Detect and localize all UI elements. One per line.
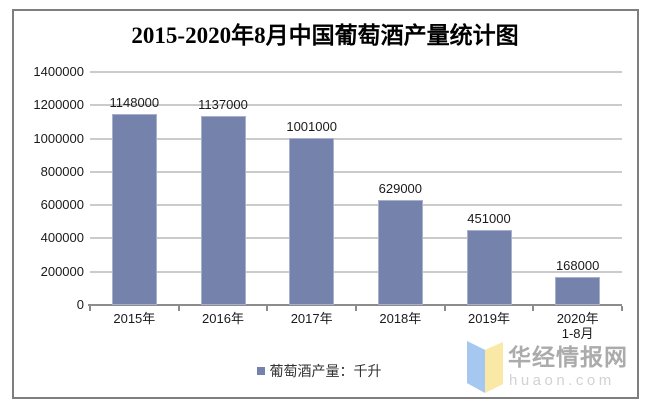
x-axis-tick xyxy=(621,306,623,311)
y-axis-label: 400000 xyxy=(40,230,84,246)
bar-2018年 xyxy=(377,200,423,305)
chart-title: 2015-2020年8月中国葡萄酒产量统计图 xyxy=(131,23,519,48)
x-axis-category-label: 2018年 xyxy=(379,311,422,326)
bar-value-label: 168000 xyxy=(555,258,600,274)
y-axis-label: 1400000 xyxy=(33,64,84,79)
y-axis-label: 1200000 xyxy=(33,97,84,113)
watermark-domain: huaon.com xyxy=(509,372,615,389)
gridline-800000 xyxy=(90,170,622,173)
y-axis-label: 0 xyxy=(76,297,84,312)
x-axis-tick xyxy=(89,306,91,311)
huaon-logo-icon xyxy=(467,341,503,393)
gridline-1000000 xyxy=(90,137,622,140)
y-axis-label: 1000000 xyxy=(33,130,84,146)
bar-2019年 xyxy=(466,229,512,305)
x-axis-category-label: 2017年 xyxy=(290,311,333,326)
gridline-1200000 xyxy=(90,104,622,107)
gridline-600000 xyxy=(90,204,622,207)
x-axis-tick xyxy=(177,306,180,311)
x-axis-category-label: 2020年 1-8月 xyxy=(556,311,599,341)
legend-marker-icon xyxy=(256,367,265,375)
logo-left-panel xyxy=(467,341,485,393)
bar-value-label: 1137000 xyxy=(198,96,248,112)
x-axis-tick xyxy=(532,306,535,311)
bar-value-label: 1148000 xyxy=(109,94,160,110)
x-axis-tick xyxy=(355,306,357,311)
gridline-1400000 xyxy=(90,71,622,73)
x-axis-category-label: 2015年 xyxy=(113,311,156,326)
y-axis-label: 600000 xyxy=(40,197,84,213)
bar-value-label: 451000 xyxy=(467,210,511,226)
x-axis-category-label: 2019年 xyxy=(468,311,510,326)
gridline-200000 xyxy=(90,270,622,273)
y-axis-label: 200000 xyxy=(40,263,84,279)
legend: 葡萄酒产量：千升 xyxy=(0,363,644,379)
y-axis-label: 800000 xyxy=(40,163,84,179)
bar-2020年 xyxy=(555,277,601,305)
bar-2016年 xyxy=(200,115,246,305)
bar-value-label: 629000 xyxy=(378,181,423,197)
logo-right-panel xyxy=(485,342,503,393)
bar-2015年 xyxy=(111,113,157,305)
gridline-400000 xyxy=(90,237,622,240)
x-axis-tick xyxy=(266,306,269,311)
legend-label: 葡萄酒产量：千升 xyxy=(269,363,382,379)
watermark-site-name: 华经情报网 xyxy=(508,344,628,370)
x-axis-line xyxy=(88,304,622,306)
bar-2017年 xyxy=(289,138,335,305)
x-axis-category-label: 2016年 xyxy=(202,311,244,326)
x-axis-tick xyxy=(443,306,446,311)
bar-value-label: 1001000 xyxy=(286,119,337,135)
